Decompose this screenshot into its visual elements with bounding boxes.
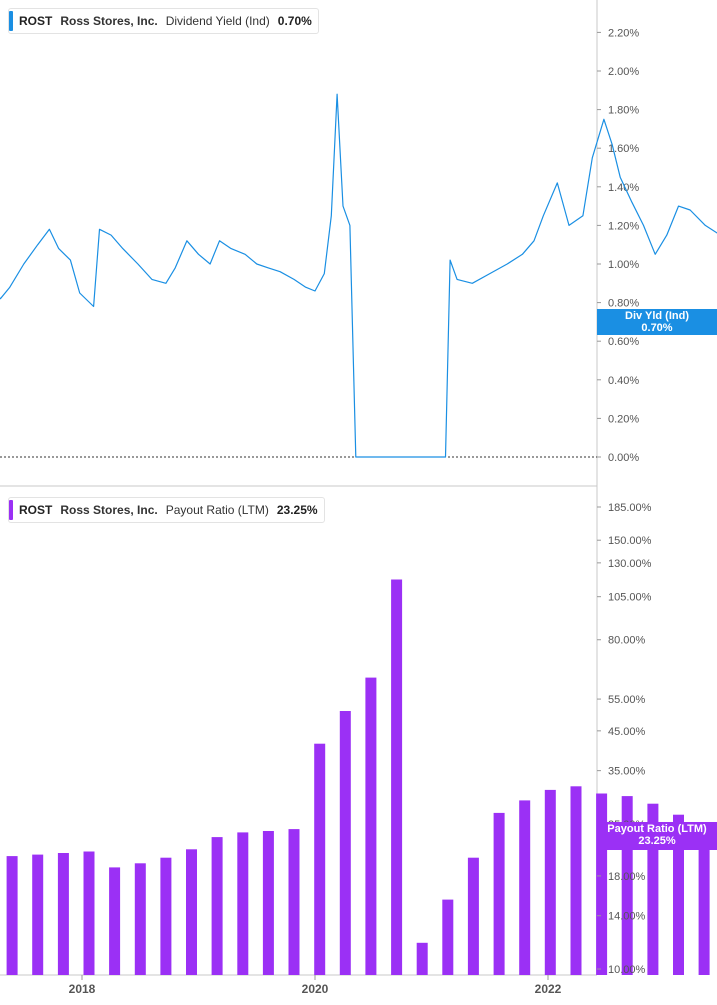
payout-bar bbox=[365, 677, 377, 975]
payout-bar bbox=[83, 851, 95, 975]
payout-bar bbox=[109, 867, 121, 975]
payout-bar bbox=[442, 899, 454, 975]
y-tick-label: 55.00% bbox=[608, 694, 646, 706]
legend-company: Ross Stores, Inc. bbox=[60, 503, 158, 517]
x-tick-label: 2020 bbox=[302, 982, 329, 996]
y-tick-label: 2.20% bbox=[608, 27, 639, 39]
payout-ratio-bars bbox=[6, 579, 710, 975]
y-tick-label: 0.20% bbox=[608, 413, 639, 425]
payout-bar bbox=[391, 579, 403, 975]
x-axis: 20182020202220242026 bbox=[69, 975, 562, 996]
legend-ticker: ROST bbox=[19, 503, 53, 517]
payout-bar bbox=[262, 831, 274, 975]
payout-bar bbox=[621, 796, 633, 975]
y-tick-label: 80.00% bbox=[608, 635, 646, 647]
payout-bar bbox=[519, 800, 531, 975]
payout-bar bbox=[6, 856, 18, 975]
y-tick-label: 105.00% bbox=[608, 592, 652, 604]
payout-bar bbox=[314, 743, 326, 975]
y-tick-label: 1.40% bbox=[608, 182, 639, 194]
payout-bar bbox=[698, 822, 710, 975]
y-tick-label: 0.60% bbox=[608, 336, 639, 348]
dividend-yield-axis: 0.00% 0.20% 0.40% 0.60% 0.80% 1.00% 1.20% 1.40%… bbox=[597, 27, 639, 464]
y-tick-label: 35.00% bbox=[608, 766, 646, 778]
payout-bar bbox=[288, 829, 300, 975]
payout-ratio-value-tag: Payout Ratio (LTM) 23.25% bbox=[597, 822, 717, 850]
y-tick-label: 150.00% bbox=[608, 535, 652, 547]
y-tick-label: 18.00% bbox=[608, 871, 646, 883]
payout-bar bbox=[596, 793, 608, 975]
y-tick-label: 130.00% bbox=[608, 558, 652, 570]
dividend-yield-value-tag: Div Yld (Ind) 0.70% bbox=[597, 309, 717, 335]
payout-bar bbox=[237, 832, 249, 975]
y-tick-label: 1.80% bbox=[608, 105, 639, 117]
tag-value: 23.25% bbox=[638, 835, 676, 847]
payout-bar bbox=[57, 853, 69, 975]
legend-company: Ross Stores, Inc. bbox=[60, 14, 158, 28]
payout-ratio-legend: ROST Ross Stores, Inc. Payout Ratio (LTM… bbox=[8, 497, 325, 523]
y-tick-label: 0.40% bbox=[608, 375, 639, 387]
y-tick-label: 1.00% bbox=[608, 259, 639, 271]
y-tick-label: 10.00% bbox=[608, 964, 646, 976]
y-tick-label: 45.00% bbox=[608, 726, 646, 738]
y-tick-label: 0.00% bbox=[608, 452, 639, 464]
x-tick-label: 2018 bbox=[69, 982, 96, 996]
legend-value: 23.25% bbox=[276, 503, 318, 517]
dividend-yield-line bbox=[0, 93, 717, 458]
legend-ticker: ROST bbox=[19, 14, 53, 28]
payout-bar bbox=[416, 942, 428, 975]
payout-bar bbox=[339, 711, 351, 975]
y-tick-label: 185.00% bbox=[608, 502, 652, 514]
y-tick-label: 0.80% bbox=[608, 298, 639, 310]
legend-color-swatch bbox=[9, 500, 13, 520]
legend-color-swatch bbox=[9, 11, 13, 31]
payout-bar bbox=[570, 786, 582, 975]
payout-bar bbox=[186, 849, 197, 975]
payout-bar bbox=[647, 803, 659, 975]
payout-bar bbox=[211, 837, 223, 975]
payout-ratio-axis: 10.00%14.00%18.00%25.00%35.00%45.00%55.0… bbox=[597, 502, 652, 976]
dividend-yield-legend: ROST Ross Stores, Inc. Dividend Yield (I… bbox=[8, 8, 319, 34]
legend-metric: Payout Ratio (LTM) bbox=[165, 503, 269, 517]
payout-bar bbox=[493, 812, 505, 975]
payout-bar bbox=[673, 814, 684, 975]
legend-value: 0.70% bbox=[277, 14, 312, 28]
x-tick-label: 2022 bbox=[535, 982, 562, 996]
payout-bar bbox=[160, 857, 172, 975]
payout-bar bbox=[467, 857, 479, 975]
payout-bar bbox=[134, 863, 146, 975]
payout-bar bbox=[32, 854, 44, 975]
tag-value: 0.70% bbox=[641, 322, 673, 334]
payout-bar bbox=[544, 789, 556, 975]
tag-label: Payout Ratio (LTM) bbox=[607, 823, 707, 835]
y-tick-label: 2.00% bbox=[608, 66, 639, 78]
legend-metric: Dividend Yield (Ind) bbox=[165, 14, 270, 28]
y-tick-label: 1.20% bbox=[608, 220, 639, 232]
y-tick-label: 14.00% bbox=[608, 911, 646, 923]
tag-label: Div Yld (Ind) bbox=[625, 310, 689, 322]
y-tick-label: 1.60% bbox=[608, 143, 639, 155]
